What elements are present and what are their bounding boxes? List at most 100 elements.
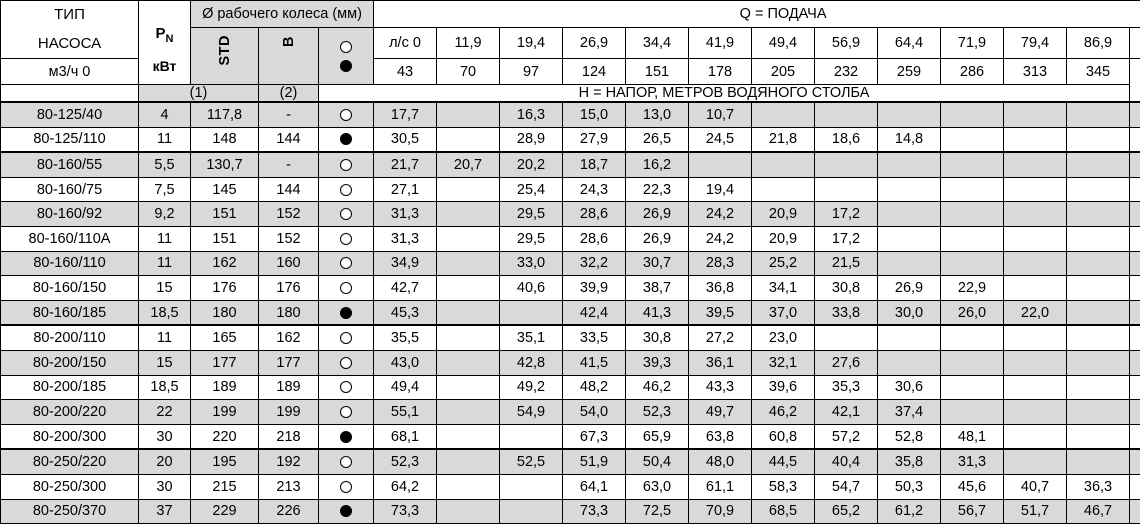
cell-symbol — [319, 449, 374, 474]
q-ls-0: 11,9 — [437, 28, 500, 59]
header-note-2: (2) — [259, 85, 319, 103]
cell-head-4: 26,9 — [626, 226, 689, 251]
cell-head-12 — [1130, 276, 1140, 301]
cell-head-0: 31,3 — [374, 226, 437, 251]
cell-head-10 — [1004, 375, 1067, 400]
header-unit-m3h: м3/ч 0 — [1, 59, 139, 85]
cell-head-5: 49,7 — [689, 400, 752, 425]
cell-power-kw: 15 — [139, 276, 191, 301]
cell-impeller-b: 152 — [259, 226, 319, 251]
cell-head-9: 26,0 — [941, 300, 1004, 325]
cell-impeller-b: 189 — [259, 375, 319, 400]
filled-circle-icon — [340, 505, 352, 517]
header-pump-type: ТИП НАСОСА — [1, 1, 139, 59]
cell-pump-type: 80-160/55 — [1, 152, 139, 177]
cell-head-3: 41,5 — [563, 350, 626, 375]
cell-head-7: 42,1 — [815, 400, 878, 425]
cell-head-8: 52,8 — [878, 424, 941, 449]
q-ls-5: 49,4 — [752, 28, 815, 59]
cell-head-6: 20,9 — [752, 226, 815, 251]
cell-head-0: 21,7 — [374, 152, 437, 177]
cell-head-6: 21,8 — [752, 127, 815, 152]
header-type-line1: ТИП — [1, 1, 138, 30]
cell-pump-type: 80-200/185 — [1, 375, 139, 400]
cell-head-5: 24,5 — [689, 127, 752, 152]
cell-pump-type: 80-125/110 — [1, 127, 139, 152]
cell-pump-type: 80-200/300 — [1, 424, 139, 449]
cell-head-5: 36,1 — [689, 350, 752, 375]
cell-head-1 — [437, 400, 500, 425]
header-pn-subscript: N — [166, 33, 174, 45]
cell-head-7: 17,2 — [815, 226, 878, 251]
cell-head-1 — [437, 177, 500, 202]
cell-head-2: 28,9 — [500, 127, 563, 152]
cell-head-6: 25,2 — [752, 251, 815, 276]
cell-head-5: 70,9 — [689, 499, 752, 524]
cell-head-2: 49,2 — [500, 375, 563, 400]
cell-power-kw: 15 — [139, 350, 191, 375]
cell-power-kw: 4 — [139, 102, 191, 127]
open-circle-icon — [340, 208, 352, 220]
cell-head-11 — [1067, 152, 1130, 177]
q-m3h-2: 97 — [500, 59, 563, 85]
q-ls-9: 79,4 — [1004, 28, 1067, 59]
cell-head-9 — [941, 177, 1004, 202]
cell-pump-type: 80-160/110A — [1, 226, 139, 251]
header-power: PN кВт — [139, 1, 191, 85]
cell-head-11 — [1067, 102, 1130, 127]
cell-head-7: 30,8 — [815, 276, 878, 301]
cell-head-12 — [1130, 152, 1140, 177]
cell-head-8: 30,0 — [878, 300, 941, 325]
cell-head-12 — [1130, 251, 1140, 276]
cell-head-3: 64,1 — [563, 474, 626, 499]
cell-impeller-b: 192 — [259, 449, 319, 474]
q-m3h-5: 178 — [689, 59, 752, 85]
cell-symbol — [319, 127, 374, 152]
cell-head-0: 55,1 — [374, 400, 437, 425]
cell-head-12 — [1130, 127, 1140, 152]
cell-head-3: 18,7 — [563, 152, 626, 177]
cell-head-8 — [878, 226, 941, 251]
filled-circle-icon — [340, 133, 352, 145]
cell-head-7: 65,2 — [815, 499, 878, 524]
cell-power-kw: 11 — [139, 226, 191, 251]
cell-head-11 — [1067, 276, 1130, 301]
open-circle-icon — [340, 257, 352, 269]
cell-head-11 — [1067, 251, 1130, 276]
cell-head-9 — [941, 226, 1004, 251]
q-m3h-9: 286 — [941, 59, 1004, 85]
cell-head-6: 60,8 — [752, 424, 815, 449]
cell-symbol — [319, 226, 374, 251]
cell-head-2 — [500, 499, 563, 524]
header-symbol-legend — [319, 28, 374, 85]
cell-head-9: 56,7 — [941, 499, 1004, 524]
cell-head-11 — [1067, 325, 1130, 350]
cell-head-6 — [752, 177, 815, 202]
header-unit-ls: л/с 0 — [374, 28, 437, 59]
cell-head-7 — [815, 102, 878, 127]
cell-head-11: 36,3 — [1067, 474, 1130, 499]
cell-impeller-std: 176 — [191, 276, 259, 301]
cell-head-12 — [1130, 375, 1140, 400]
q-m3h-0: 43 — [374, 59, 437, 85]
cell-power-kw: 37 — [139, 499, 191, 524]
